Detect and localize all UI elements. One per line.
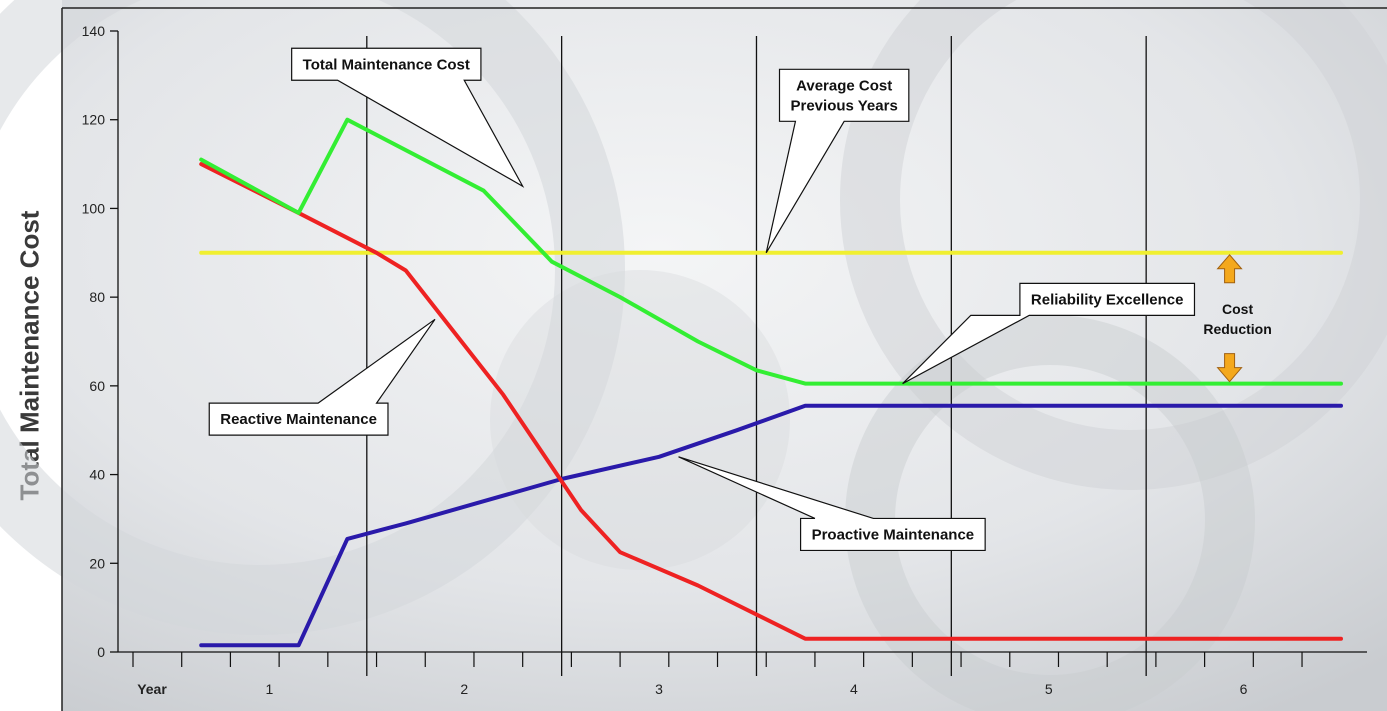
callout-label-reliability: Reliability Excellence [1031,291,1184,308]
series-line-reactive-maintenance [199,162,1343,641]
callout-reliability [902,282,1196,385]
x-tick-label: 3 [655,681,663,697]
series-line-proactive-maintenance [199,403,1343,648]
x-axis-title: Year [137,681,167,697]
callout-label-reactive: Reactive Maintenance [220,411,377,428]
y-tick-label: 120 [82,112,106,128]
gear-shape [490,270,790,570]
y-tick-label: 20 [89,555,105,571]
cost-reduction-label: Cost [1222,301,1253,317]
cost-reduction-label: Reduction [1203,321,1271,337]
y-tick-label: 80 [89,289,105,305]
y-tick-label: 40 [89,467,105,483]
y-tick-label: 60 [89,378,105,394]
x-tick-label: 6 [1240,681,1248,697]
callout-proactive [678,456,986,552]
y-tick-label: 0 [97,644,105,660]
callout-total [291,47,525,188]
callout-label-total: Total Maintenance Cost [303,56,470,73]
gear-shape [840,0,1387,490]
series-line-total-maintenance-cost [199,117,1343,386]
gear-shape [0,0,625,635]
callout-label-average: Previous Years [791,97,898,114]
x-tick-label: 4 [850,681,858,697]
callout-label-average: Average Cost [796,77,892,94]
x-tick-label: 2 [460,681,468,697]
x-tick-label: 5 [1045,681,1053,697]
callout-label-proactive: Proactive Maintenance [812,526,975,543]
callout-average [765,68,910,254]
cost-reduction-down-arrow [1216,353,1243,383]
y-tick-label: 100 [82,200,106,216]
x-tick-label: 1 [265,681,273,697]
y-tick-label: 140 [82,23,106,39]
callout-reactive [208,318,436,436]
cost-reduction-up-arrow [1216,254,1243,284]
